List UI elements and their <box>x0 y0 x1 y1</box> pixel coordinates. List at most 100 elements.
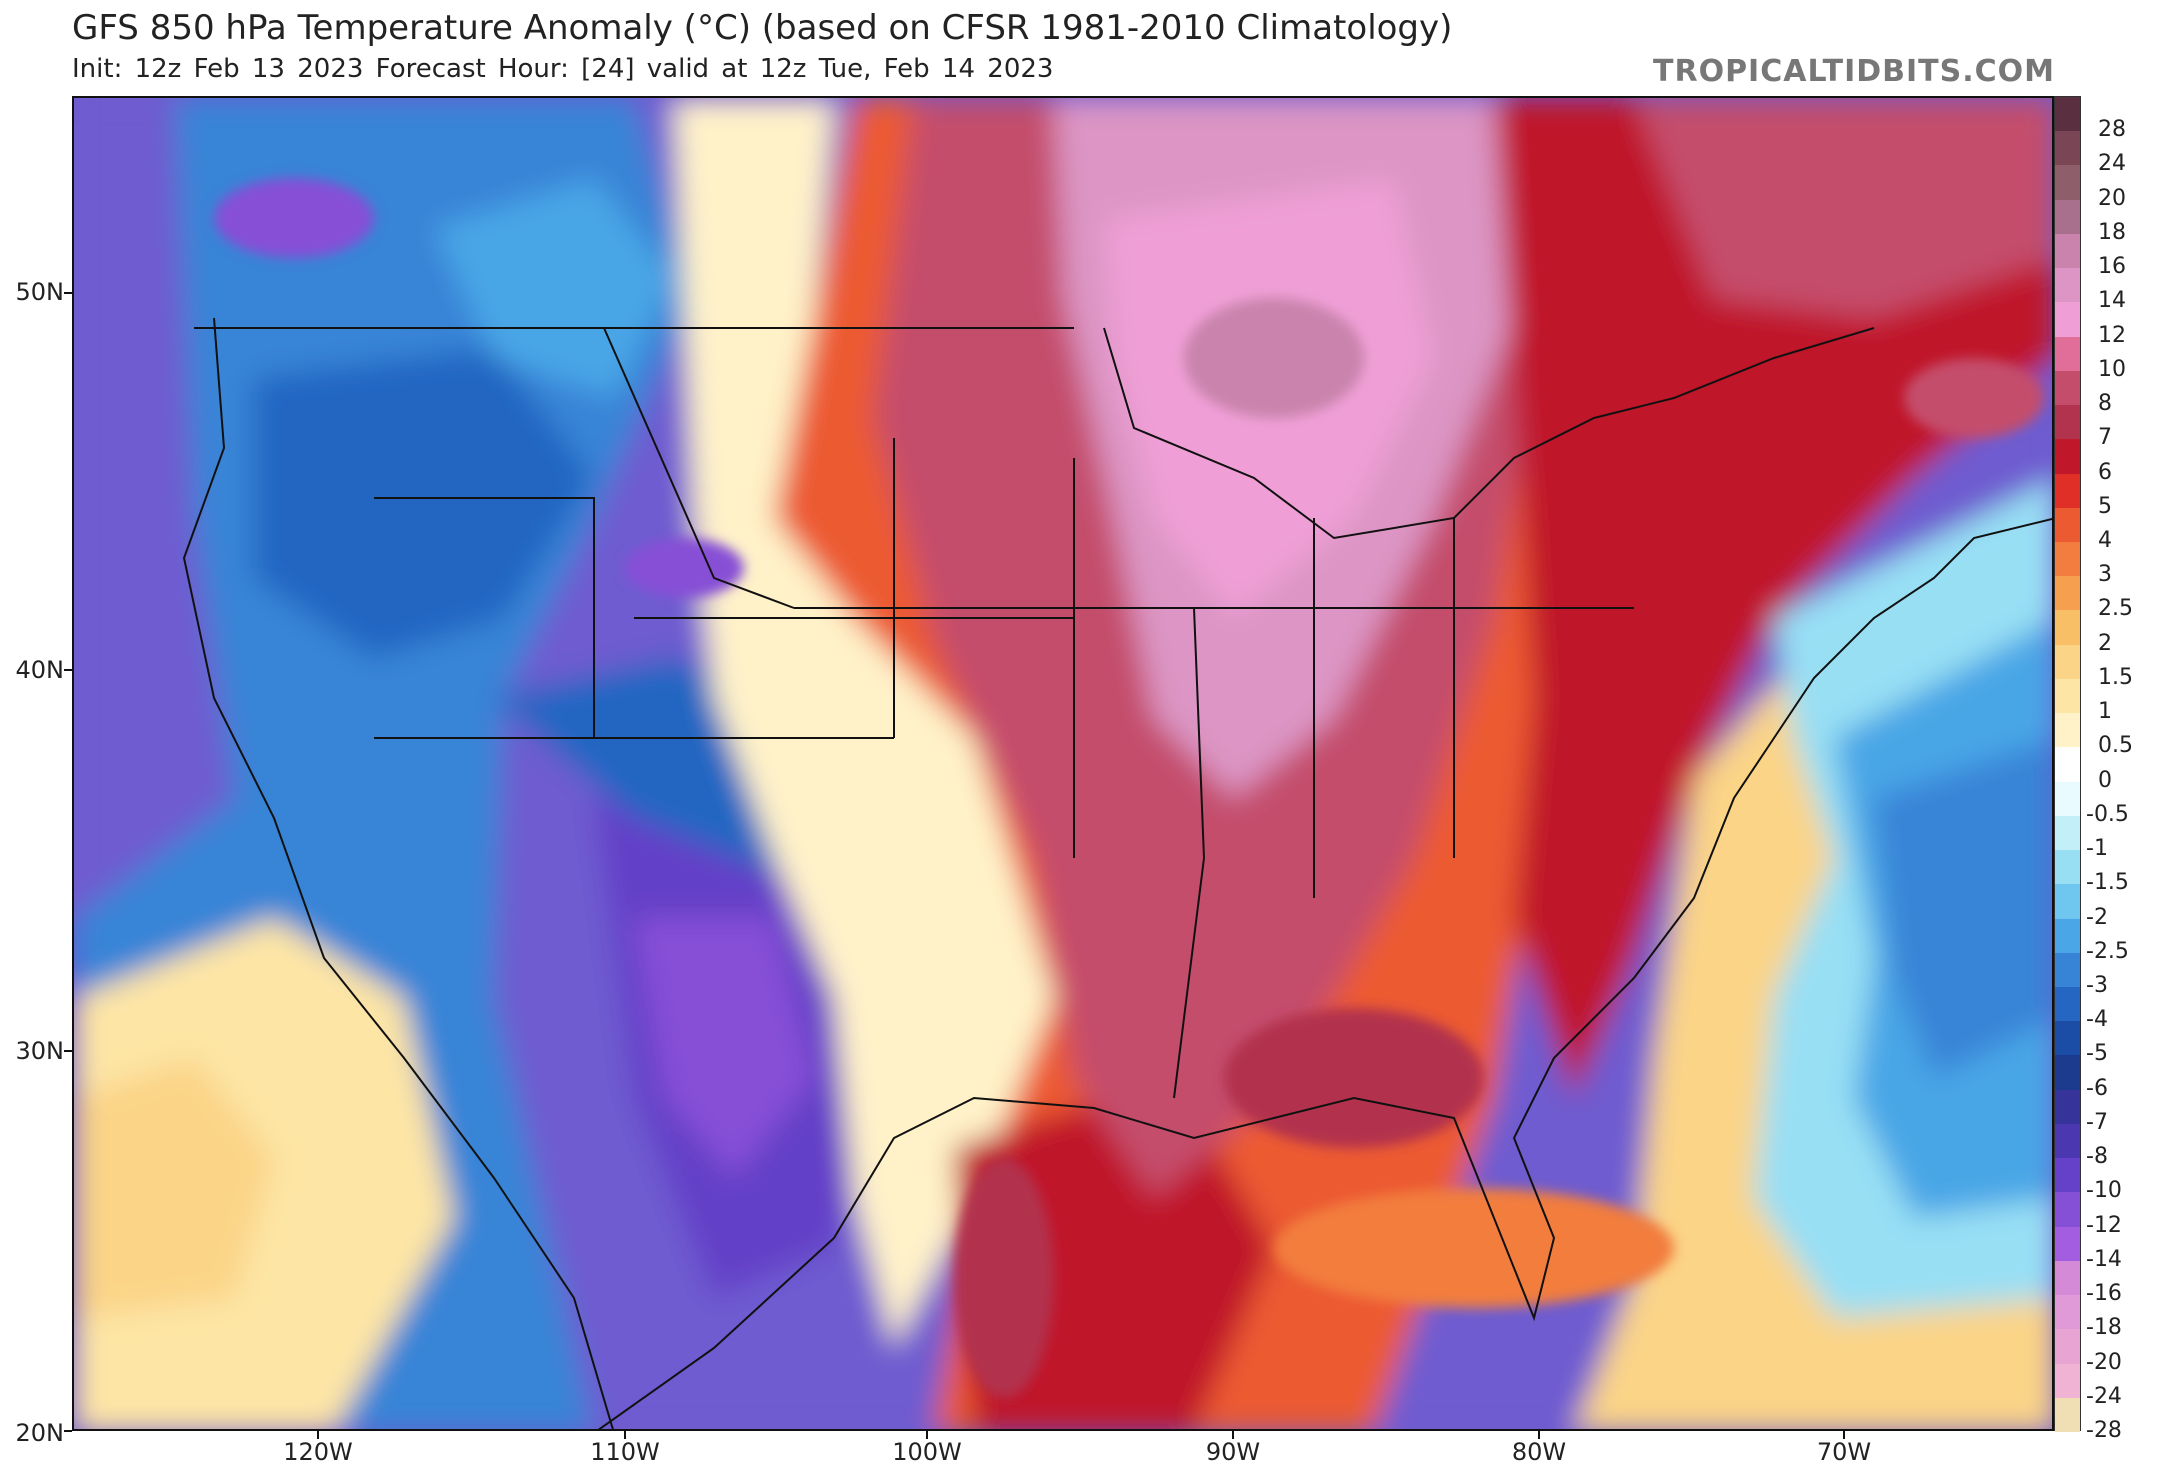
colorbar-label: 1.5 <box>2098 664 2133 690</box>
colorbar-label: -20 <box>2086 1349 2122 1375</box>
colorbar-label: -3 <box>2086 973 2108 998</box>
colorbar-label: -28 <box>2086 1418 2122 1443</box>
lon-tick <box>926 1431 928 1439</box>
colorbar-label: 3 <box>2098 562 2112 588</box>
lon-label-70w: 70W <box>1816 1438 1872 1466</box>
colorbar-label: -12 <box>2086 1212 2122 1238</box>
lon-label-90w: 90W <box>1205 1438 1261 1466</box>
lat-tick <box>64 669 72 671</box>
site-credit: TROPICALTIDBITS.COM <box>1653 54 2055 89</box>
colorbar-segment <box>2055 542 2080 577</box>
colorbar-label: -4 <box>2086 1007 2108 1033</box>
colorbar-segment <box>2055 1021 2080 1056</box>
colorbar-segment <box>2055 644 2080 680</box>
colorbar-label: 0.5 <box>2098 733 2133 759</box>
colorbar-segment <box>2055 1089 2080 1125</box>
lon-tick <box>1232 1431 1234 1439</box>
lon-label-120w: 120W <box>283 1438 353 1466</box>
colorbar-label: 16 <box>2098 254 2126 280</box>
lat-label-30n: 30N <box>15 1037 65 1065</box>
colorbar-segment <box>2055 405 2080 440</box>
colorbar-segment <box>2055 952 2080 988</box>
colorbar-segment <box>2055 987 2080 1022</box>
lon-tick <box>317 1431 319 1439</box>
colorbar-segment <box>2055 165 2080 201</box>
colorbar-segment <box>2055 370 2080 406</box>
colorbar-segment <box>2055 439 2080 475</box>
colorbar-segment <box>2055 1123 2080 1159</box>
colorbar-segment <box>2055 233 2080 269</box>
colorbar-label: -6 <box>2086 1075 2108 1101</box>
lat-label-40n: 40N <box>15 656 65 684</box>
anomaly-shading <box>74 98 2052 1429</box>
colorbar-segment <box>2055 1329 2080 1365</box>
colorbar-label: -10 <box>2086 1178 2122 1204</box>
colorbar-label: -0.5 <box>2086 801 2129 827</box>
colorbar-segment <box>2055 815 2080 851</box>
colorbar-segment <box>2055 1055 2080 1091</box>
colorbar-label: -2 <box>2086 904 2108 930</box>
colorbar-segment <box>2055 1260 2080 1296</box>
colorbar-label: -16 <box>2086 1281 2122 1307</box>
colorbar-segment <box>2055 336 2080 372</box>
colorbar-label: 12 <box>2098 322 2126 348</box>
coastlines <box>182 317 2052 1429</box>
colorbar-label: -1.5 <box>2086 870 2129 896</box>
colorbar-label: -5 <box>2086 1041 2108 1067</box>
colorbar-segment <box>2055 268 2080 303</box>
colorbar <box>2054 96 2081 1433</box>
colorbar-segment <box>2055 131 2080 166</box>
colorbar-segment <box>2055 610 2080 646</box>
colorbar-label: -2.5 <box>2086 938 2129 964</box>
lat-label-50n: 50N <box>15 278 65 306</box>
lon-tick <box>1843 1431 1845 1439</box>
colorbar-label: 14 <box>2098 288 2126 314</box>
colorbar-label: 8 <box>2098 391 2112 417</box>
colorbar-label: -24 <box>2086 1383 2122 1409</box>
colorbar-label: 28 <box>2098 117 2126 143</box>
colorbar-label: -1 <box>2086 836 2108 862</box>
lat-tick <box>64 1430 72 1432</box>
anomaly-map <box>72 96 2054 1431</box>
colorbar-label: -14 <box>2086 1246 2122 1272</box>
anomaly-field <box>74 98 2052 1429</box>
map-title: GFS 850 hPa Temperature Anomaly (°C) (ba… <box>72 8 1453 48</box>
colorbar-segment <box>2055 884 2080 920</box>
lat-tick <box>64 292 72 294</box>
colorbar-segment <box>2055 747 2080 783</box>
colorbar-segment <box>2055 781 2080 817</box>
colorbar-segment <box>2055 1397 2080 1433</box>
colorbar-label: -7 <box>2086 1109 2108 1135</box>
colorbar-segment <box>2055 918 2080 954</box>
colorbar-label: 0 <box>2098 767 2112 793</box>
colorbar-label: 6 <box>2098 459 2112 485</box>
colorbar-label: 24 <box>2098 151 2126 177</box>
lat-label-20n: 20N <box>15 1419 65 1447</box>
colorbar-segment <box>2055 713 2080 748</box>
colorbar-segment <box>2055 97 2080 132</box>
colorbar-label: 20 <box>2098 185 2126 211</box>
colorbar-label: -18 <box>2086 1315 2122 1341</box>
lon-label-100w: 100W <box>892 1438 962 1466</box>
colorbar-segment <box>2055 199 2080 235</box>
map-subtitle: Init: 12z Feb 13 2023 Forecast Hour: [24… <box>72 54 1054 84</box>
colorbar-segment <box>2055 1363 2080 1399</box>
colorbar-segment <box>2055 507 2080 543</box>
colorbar-label: 7 <box>2098 425 2112 451</box>
colorbar-segment <box>2055 576 2080 611</box>
colorbar-label: 1 <box>2098 699 2112 725</box>
colorbar-label: 5 <box>2098 493 2112 519</box>
lon-tick <box>624 1431 626 1439</box>
colorbar-segment <box>2055 1226 2080 1262</box>
colorbar-label: 2.5 <box>2098 596 2133 622</box>
colorbar-segment <box>2055 850 2080 885</box>
anomaly-detail <box>214 178 2044 1398</box>
colorbar-label: 10 <box>2098 356 2126 382</box>
lon-tick <box>1538 1431 1540 1439</box>
colorbar-segment <box>2055 1158 2080 1193</box>
colorbar-segment <box>2055 1295 2080 1330</box>
colorbar-label: 18 <box>2098 219 2126 245</box>
lon-label-110w: 110W <box>590 1438 660 1466</box>
colorbar-label: 2 <box>2098 630 2112 656</box>
colorbar-segment <box>2055 473 2080 509</box>
